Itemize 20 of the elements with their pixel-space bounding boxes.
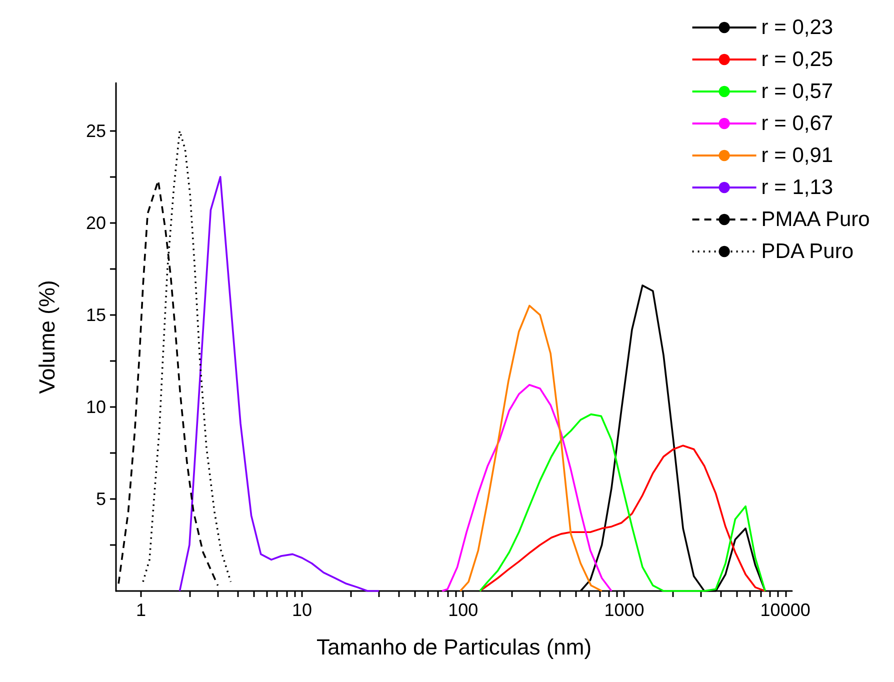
y-tick-label: 20 [86, 212, 106, 233]
x-tick-label: 1000 [604, 600, 644, 620]
x-tick-label: 1 [136, 600, 146, 620]
legend-label: PDA Puro [761, 240, 854, 263]
legend-label: r = 0,57 [761, 80, 834, 103]
legend-label: r = 0,67 [761, 112, 834, 135]
legend-label: r = 1,13 [761, 176, 834, 199]
y-tick-label: 10 [86, 396, 106, 417]
legend-label: r = 0,23 [761, 16, 834, 39]
legend-label: r = 0,91 [761, 144, 834, 167]
x-tick-label: 100 [448, 600, 478, 620]
x-tick-label: 10000 [760, 600, 810, 620]
x-tick-label: 10 [292, 600, 312, 620]
legend-label: PMAA Puro [761, 208, 870, 231]
x-axis-title: Tamanho de Particulas (nm) [316, 634, 592, 660]
y-tick-label: 25 [86, 120, 106, 141]
y-axis-title: Volume (%) [34, 280, 60, 394]
legend-label: r = 0,25 [761, 48, 834, 71]
y-tick-label: 15 [86, 304, 106, 325]
y-tick-label: 5 [96, 488, 106, 509]
